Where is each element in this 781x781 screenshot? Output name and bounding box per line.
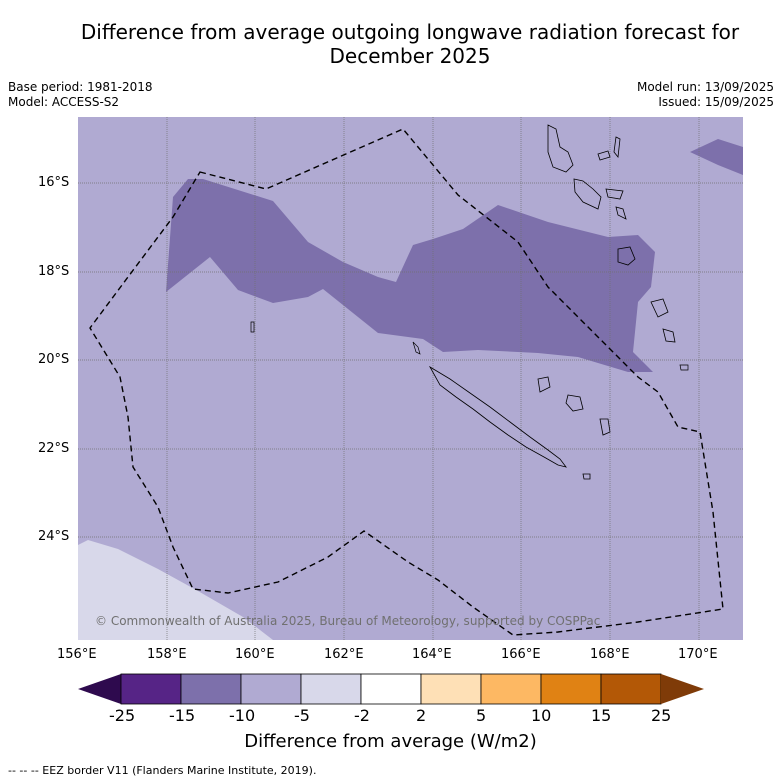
colorbar-segment <box>360 673 422 705</box>
colorbar-tick: -5 <box>294 706 310 725</box>
eez-legend-note: -- -- -- EEZ border V11 (Flanders Marine… <box>8 764 317 777</box>
region-dark-band <box>166 179 655 372</box>
base-period: Base period: 1981-2018 <box>8 80 153 94</box>
new-caledonia <box>428 365 567 468</box>
lat-label-24s: 24°S <box>38 529 70 544</box>
copyright-text: © Commonwealth of Australia 2025, Bureau… <box>95 614 601 628</box>
colorbar-extend-left <box>78 674 121 704</box>
colorbar-segment <box>120 673 182 705</box>
lon-label-166e: 166°E <box>501 647 541 662</box>
lon-label-158e: 158°E <box>147 647 187 662</box>
map-svg <box>78 117 743 640</box>
colorbar-tick: -2 <box>354 706 370 725</box>
colorbar-tick: 5 <box>476 706 487 725</box>
lon-label-156e: 156°E <box>57 647 97 662</box>
colorbar-segment <box>300 673 362 705</box>
colorbar-extend-right <box>661 674 704 704</box>
issued-date: Issued: 15/09/2025 <box>658 95 774 109</box>
model-name: Model: ACCESS-S2 <box>8 95 120 109</box>
lon-label-164e: 164°E <box>412 647 452 662</box>
vanuatu-islands <box>547 124 676 343</box>
loyalty-islands <box>537 376 611 480</box>
colorbar-tick: 25 <box>651 706 672 725</box>
lat-label-18s: 18°S <box>38 264 70 279</box>
colorbar <box>78 673 704 705</box>
colorbar-tick: 10 <box>531 706 552 725</box>
colorbar-tick: -10 <box>229 706 256 725</box>
title-line-1: Difference from average outgoing longwav… <box>80 20 740 44</box>
colorbar-tick: -15 <box>169 706 196 725</box>
colorbar-segment <box>420 673 482 705</box>
region-light <box>78 540 273 640</box>
map-area <box>78 117 743 640</box>
model-run: Model run: 13/09/2025 <box>636 80 774 94</box>
lat-label-16s: 16°S <box>38 175 70 190</box>
colorbar-segment <box>480 673 542 705</box>
meta-left: Base period: 1981-2018 Model: ACCESS-S2 <box>8 80 153 110</box>
lon-label-160e: 160°E <box>235 647 275 662</box>
small-islands <box>250 321 689 371</box>
colorbar-title: Difference from average (W/m2) <box>244 731 537 752</box>
lon-label-168e: 168°E <box>590 647 630 662</box>
lat-label-22s: 22°S <box>38 441 70 456</box>
lon-label-170e: 170°E <box>678 647 718 662</box>
colorbar-segment <box>240 673 302 705</box>
lat-label-20s: 20°S <box>38 352 70 367</box>
colorbar-segment <box>540 673 602 705</box>
lon-label-162e: 162°E <box>324 647 364 662</box>
colorbar-tick: 2 <box>416 706 427 725</box>
map-title: Difference from average outgoing longwav… <box>0 20 781 68</box>
title-line-2: December 2025 <box>329 44 491 68</box>
colorbar-segment <box>600 673 662 705</box>
colorbar-segment <box>180 673 242 705</box>
gridlines <box>78 117 743 640</box>
meta-right: Model run: 13/09/2025 Issued: 15/09/2025 <box>637 80 774 110</box>
colorbar-tick: -25 <box>109 706 136 725</box>
colorbar-tick: 15 <box>591 706 612 725</box>
region-dark-patch <box>690 139 743 175</box>
